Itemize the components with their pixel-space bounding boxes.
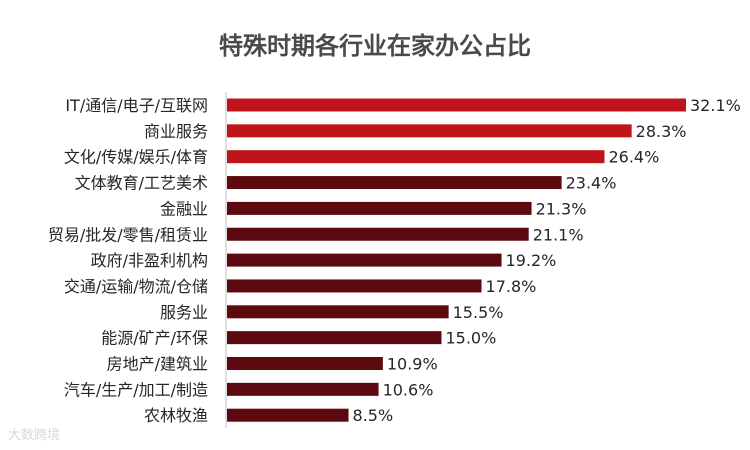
value-label: 8.5% (353, 406, 394, 425)
category-label: 汽车/生产/加工/制造 (64, 380, 208, 399)
category-label: IT/通信/电子/互联网 (65, 96, 208, 115)
category-label: 交通/运输/物流/仓储 (64, 277, 208, 296)
category-label: 文化/传媒/娱乐/体育 (64, 148, 208, 167)
bar (227, 408, 349, 422)
category-label: 政府/非盈利机构 (91, 251, 208, 270)
bar (227, 227, 529, 241)
bar (227, 357, 383, 370)
value-label: 19.2% (506, 251, 557, 270)
bar (227, 98, 686, 112)
value-label: 10.9% (387, 355, 438, 374)
category-label: 能源/矿产/环保 (101, 329, 208, 348)
bar (227, 382, 379, 396)
value-label: 21.3% (536, 199, 587, 218)
value-label: 26.4% (608, 148, 659, 167)
value-label: 10.6% (383, 380, 434, 399)
category-label: 服务业 (160, 303, 208, 322)
category-label: 金融业 (160, 199, 208, 218)
category-label: 房地产/建筑业 (107, 355, 208, 374)
category-label: 农林牧渔 (144, 406, 208, 425)
bar (227, 253, 502, 267)
bar (227, 279, 482, 293)
category-label: 文体教育/工艺美术 (75, 174, 208, 193)
bar (227, 201, 532, 215)
bars-group: IT/通信/电子/互联网 32.1% 商业服务 28.3% 文化/传媒/娱乐/体育 26.… (48, 96, 741, 425)
watermark: 大数跨境 (8, 428, 61, 443)
value-label: 28.3% (636, 122, 687, 141)
value-label: 23.4% (566, 174, 617, 193)
bar (227, 331, 442, 345)
category-label: 商业服务 (144, 122, 208, 141)
value-label: 15.5% (453, 303, 504, 322)
value-label: 17.8% (486, 277, 537, 296)
category-label: 贸易/批发/零售/租赁业 (48, 225, 208, 244)
bar (227, 176, 562, 190)
value-label: 21.1% (533, 225, 584, 244)
value-label: 32.1% (690, 96, 741, 115)
bar (227, 124, 632, 138)
value-label: 15.0% (445, 329, 496, 348)
chart-title: 特殊时期各行业在家办公占比 (219, 32, 531, 60)
bar (227, 305, 449, 319)
bar (227, 150, 605, 164)
